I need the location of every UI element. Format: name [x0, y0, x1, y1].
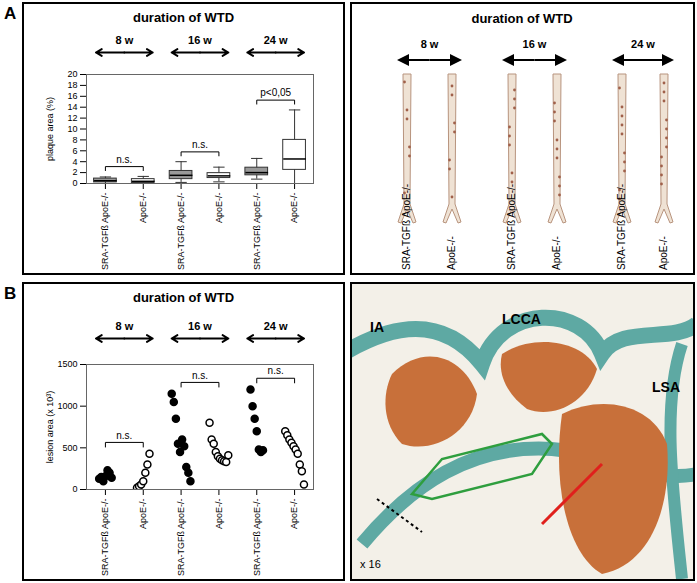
html-text:B: B — [4, 284, 17, 303]
svg-text:ApoE-/-: ApoE-/- — [138, 499, 148, 530]
svg-text:n.s.: n.s. — [192, 370, 208, 381]
svg-text:SRA-TGFß ApoE-/-: SRA-TGFß ApoE-/- — [252, 499, 262, 577]
svg-text:SRA-TGFß ApoE-/-: SRA-TGFß ApoE-/- — [176, 499, 186, 577]
html-text:A: A — [4, 4, 17, 23]
svg-text:20: 20 — [67, 69, 77, 79]
svg-text:8 w: 8 w — [115, 34, 133, 46]
svg-text:n.s.: n.s. — [116, 430, 132, 441]
svg-text:6: 6 — [72, 146, 77, 156]
svg-text:ApoE-/-: ApoE-/- — [214, 499, 224, 530]
svg-text:ApoE-/-: ApoE-/- — [289, 499, 299, 530]
svg-text:12: 12 — [67, 113, 77, 123]
svg-text:24 w: 24 w — [631, 38, 655, 50]
html-text:duration of WTD: duration of WTD — [133, 10, 234, 25]
svg-text:SRA-TGFß ApoE-/-: SRA-TGFß ApoE-/- — [506, 184, 517, 270]
svg-text:4: 4 — [72, 157, 77, 167]
svg-text:1500: 1500 — [57, 359, 77, 369]
svg-text:n.s.: n.s. — [268, 365, 284, 376]
svg-text:SRA-TGFß ApoE-/-: SRA-TGFß ApoE-/- — [176, 193, 186, 271]
svg-text:24 w: 24 w — [264, 320, 288, 332]
svg-text:SRA-TGFß ApoE-/-: SRA-TGFß ApoE-/- — [100, 193, 110, 271]
svg-text:ApoE-/-: ApoE-/- — [138, 193, 148, 224]
svg-text:SRA-TGFß ApoE-/-: SRA-TGFß ApoE-/- — [616, 184, 627, 270]
svg-text:16 w: 16 w — [523, 38, 547, 50]
svg-text:ApoE-/-: ApoE-/- — [446, 236, 457, 270]
svg-text:IA: IA — [370, 319, 384, 335]
svg-text:n.s.: n.s. — [116, 154, 132, 165]
svg-text:ApoE-/-: ApoE-/- — [289, 193, 299, 224]
svg-text:16 w: 16 w — [188, 34, 212, 46]
svg-text:n.s.: n.s. — [192, 139, 208, 150]
svg-text:14: 14 — [67, 102, 77, 112]
svg-text:8 w: 8 w — [421, 38, 439, 50]
svg-text:ApoE-/-: ApoE-/- — [214, 193, 224, 224]
svg-text:1000: 1000 — [57, 401, 77, 411]
svg-text:SRA-TGFß ApoE-/-: SRA-TGFß ApoE-/- — [100, 499, 110, 577]
svg-text:LSA: LSA — [652, 379, 680, 395]
svg-text:ApoE-/-: ApoE-/- — [658, 236, 669, 270]
svg-text:x 16: x 16 — [360, 558, 381, 570]
svg-text:2: 2 — [72, 167, 77, 177]
svg-text:lesion area (x 10³): lesion area (x 10³) — [45, 391, 55, 464]
svg-text:16: 16 — [67, 91, 77, 101]
svg-text:duration of WTD: duration of WTD — [471, 11, 572, 26]
svg-text:SRA-TGFß ApoE-/-: SRA-TGFß ApoE-/- — [252, 193, 262, 271]
svg-text:ApoE-/-: ApoE-/- — [551, 236, 562, 270]
svg-text:0: 0 — [72, 178, 77, 188]
svg-text:8: 8 — [72, 135, 77, 145]
svg-text:16 w: 16 w — [188, 320, 212, 332]
svg-text:8 w: 8 w — [115, 320, 133, 332]
html-text:duration of WTD: duration of WTD — [133, 290, 234, 305]
svg-text:24 w: 24 w — [264, 34, 288, 46]
svg-text:p<0,05: p<0,05 — [260, 87, 291, 98]
svg-text:18: 18 — [67, 80, 77, 90]
svg-text:500: 500 — [62, 443, 77, 453]
svg-text:10: 10 — [67, 124, 77, 134]
svg-text:plaque area (%): plaque area (%) — [45, 97, 55, 161]
svg-text:LCCA: LCCA — [502, 311, 541, 327]
svg-text:SRA-TGFß ApoE-/-: SRA-TGFß ApoE-/- — [401, 184, 412, 270]
svg-text:0: 0 — [72, 484, 77, 494]
